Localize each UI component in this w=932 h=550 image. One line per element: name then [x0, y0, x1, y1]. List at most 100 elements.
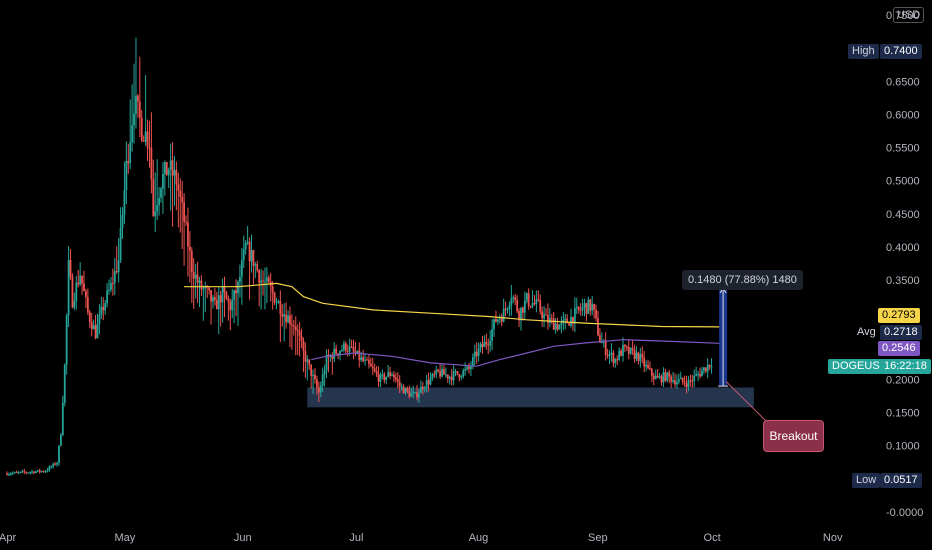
candle-body	[418, 393, 420, 398]
candle-body	[19, 471, 22, 473]
candle-body	[23, 471, 26, 473]
candle-body	[585, 303, 588, 314]
candle-body	[414, 392, 416, 394]
x-tick-label: Sep	[588, 532, 608, 544]
candle-body	[183, 202, 185, 222]
candle-body	[520, 307, 522, 321]
candle-body	[296, 329, 299, 331]
measure-tool	[718, 287, 776, 431]
candle-body	[75, 282, 78, 302]
breakout-callout[interactable]: Breakout	[763, 420, 824, 452]
candle-body	[581, 306, 584, 311]
candle-body	[496, 319, 499, 322]
candle-body	[543, 314, 545, 319]
candle-body	[624, 344, 626, 347]
candle-body	[466, 366, 468, 369]
candle-body	[649, 368, 651, 370]
candle-body	[58, 445, 60, 463]
candle-body	[593, 304, 596, 310]
candle-body	[672, 380, 674, 382]
candle-body	[633, 349, 636, 360]
high-label: High	[848, 44, 879, 59]
candle-body	[283, 314, 286, 317]
candle-body	[264, 281, 266, 283]
candle-body	[131, 125, 134, 143]
candle-body	[637, 352, 640, 361]
candle-body	[699, 374, 701, 377]
candle-body	[489, 340, 492, 346]
candle-body	[658, 376, 661, 378]
candle-body	[177, 184, 180, 191]
symbol-label: DOGEUSD	[828, 359, 892, 374]
candle-body	[522, 307, 524, 313]
candle-body	[606, 355, 609, 357]
candle-body	[86, 297, 89, 313]
candle-body	[90, 322, 93, 330]
ma-slow-line	[311, 339, 720, 367]
candle-body	[342, 343, 345, 350]
candle-body	[348, 346, 351, 352]
candle-body	[421, 386, 424, 390]
candle-body	[568, 323, 570, 326]
candle-body	[314, 374, 316, 380]
candle-body	[123, 190, 126, 215]
candle-body	[352, 347, 355, 352]
y-tick-label: 0.5500	[886, 143, 920, 155]
candle-body	[560, 322, 563, 326]
candle-body	[537, 299, 540, 301]
candle-body	[531, 303, 534, 307]
candle-body	[81, 275, 83, 284]
candle-body	[29, 472, 31, 474]
candle-body	[242, 249, 245, 261]
candle-body	[396, 379, 399, 382]
candle-body	[17, 472, 20, 474]
candle-body	[425, 380, 428, 389]
candle-body	[458, 374, 461, 378]
candle-body	[483, 341, 486, 348]
candle-body	[408, 391, 411, 397]
candle-body	[36, 470, 39, 472]
candle-body	[175, 170, 178, 185]
candle-body	[437, 369, 440, 372]
candle-body	[163, 162, 166, 174]
candle-body	[317, 387, 320, 393]
candle-body	[323, 370, 326, 375]
candle-body	[137, 95, 139, 102]
candle-body	[21, 471, 24, 473]
candle-body	[441, 369, 443, 377]
candle-body	[591, 304, 594, 311]
candle-body	[450, 376, 453, 381]
candle-body	[647, 364, 649, 369]
candle-body	[704, 367, 707, 372]
candle-body	[369, 363, 372, 367]
candle-body	[40, 471, 43, 473]
y-tick-label: 0.3500	[886, 275, 920, 287]
candle-body	[652, 375, 655, 379]
y-tick-label: 0.7500	[886, 10, 920, 22]
candle-body	[597, 318, 599, 336]
candle-body	[341, 349, 343, 352]
candle-body	[214, 297, 216, 300]
candle-body	[702, 367, 705, 371]
candle-body	[48, 466, 51, 471]
candle-body	[162, 173, 164, 189]
candle-body	[400, 386, 403, 388]
candle-body	[38, 470, 41, 472]
candle-body	[443, 369, 445, 375]
candle-body	[545, 314, 547, 316]
candle-body	[535, 299, 538, 305]
candle-body	[333, 348, 336, 359]
candle-body	[73, 301, 76, 308]
candle-body	[31, 471, 33, 473]
currency-button[interactable]: USD	[893, 7, 925, 23]
candle-body	[468, 366, 470, 370]
candle-body	[321, 374, 324, 386]
candle-body	[34, 471, 37, 473]
candle-body	[645, 364, 647, 367]
candle-body	[614, 359, 617, 363]
candle-body	[419, 386, 422, 394]
candle-body	[150, 147, 153, 180]
x-tick-label: Aug	[469, 532, 489, 544]
x-tick-label: Oct	[704, 532, 721, 544]
